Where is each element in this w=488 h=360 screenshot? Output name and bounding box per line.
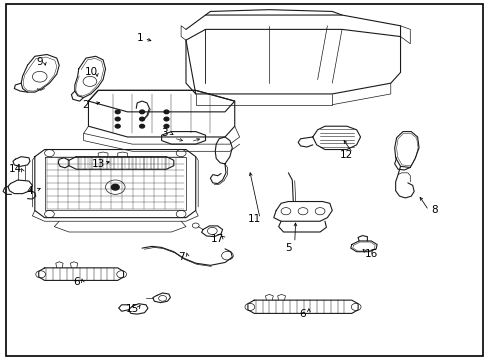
- Text: 10: 10: [84, 67, 97, 77]
- Text: 12: 12: [340, 150, 353, 160]
- Text: 11: 11: [247, 215, 260, 224]
- Text: 17: 17: [211, 234, 224, 244]
- Circle shape: [163, 117, 168, 121]
- Circle shape: [163, 110, 168, 114]
- Text: 3: 3: [161, 129, 167, 138]
- Text: 9: 9: [36, 57, 43, 67]
- Circle shape: [140, 125, 144, 128]
- Text: 1: 1: [136, 33, 142, 43]
- Text: 15: 15: [125, 304, 139, 314]
- Text: 6: 6: [73, 277, 80, 287]
- Circle shape: [140, 117, 144, 121]
- Text: 7: 7: [178, 252, 184, 262]
- Text: 6: 6: [299, 310, 305, 319]
- Text: 2: 2: [82, 100, 89, 110]
- Text: 4: 4: [26, 186, 33, 196]
- Circle shape: [140, 110, 144, 114]
- Circle shape: [163, 125, 168, 128]
- Text: 13: 13: [91, 159, 104, 169]
- Text: 8: 8: [430, 206, 437, 216]
- Text: 5: 5: [285, 243, 291, 253]
- Circle shape: [115, 117, 120, 121]
- Circle shape: [115, 110, 120, 114]
- Text: 14: 14: [9, 164, 22, 174]
- Circle shape: [115, 125, 120, 128]
- Circle shape: [111, 184, 119, 190]
- Text: 16: 16: [364, 248, 377, 258]
